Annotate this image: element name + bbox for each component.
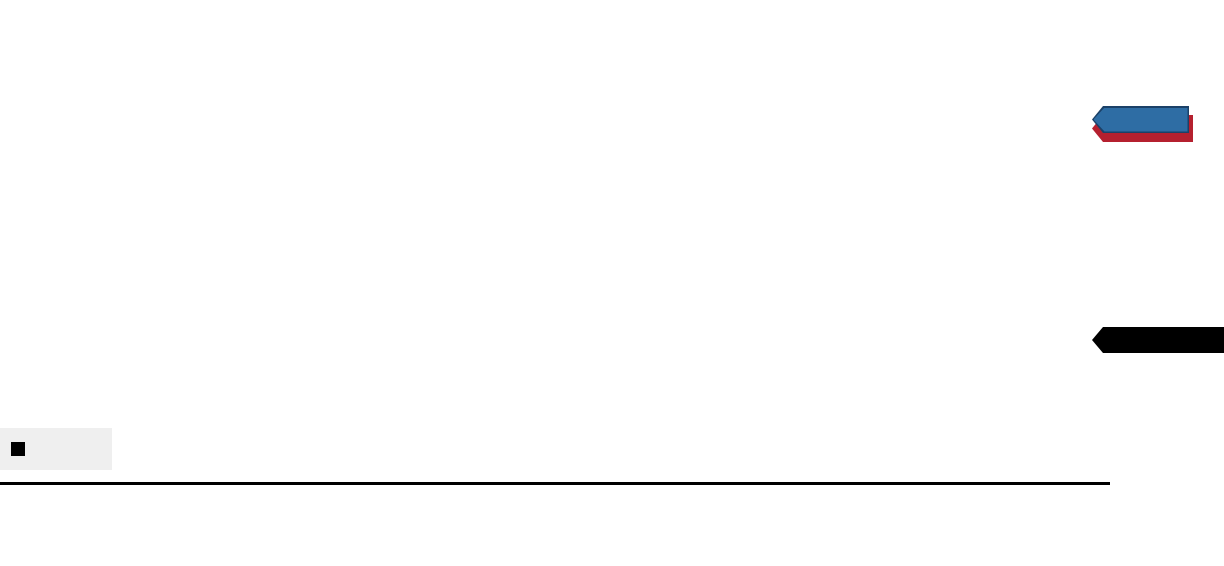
kairi-legend: [0, 428, 112, 470]
legend-moving-average: [452, 237, 473, 257]
kairi-value-badge: [1092, 327, 1224, 353]
legend-last-price: [10, 237, 31, 257]
kairi-swatch-icon: [11, 442, 25, 456]
x-axis-band: [0, 482, 1110, 485]
last-price-swatch-icon: [10, 241, 23, 254]
moving-average-swatch-icon: [452, 241, 465, 254]
last-price-badge: [1092, 106, 1189, 133]
